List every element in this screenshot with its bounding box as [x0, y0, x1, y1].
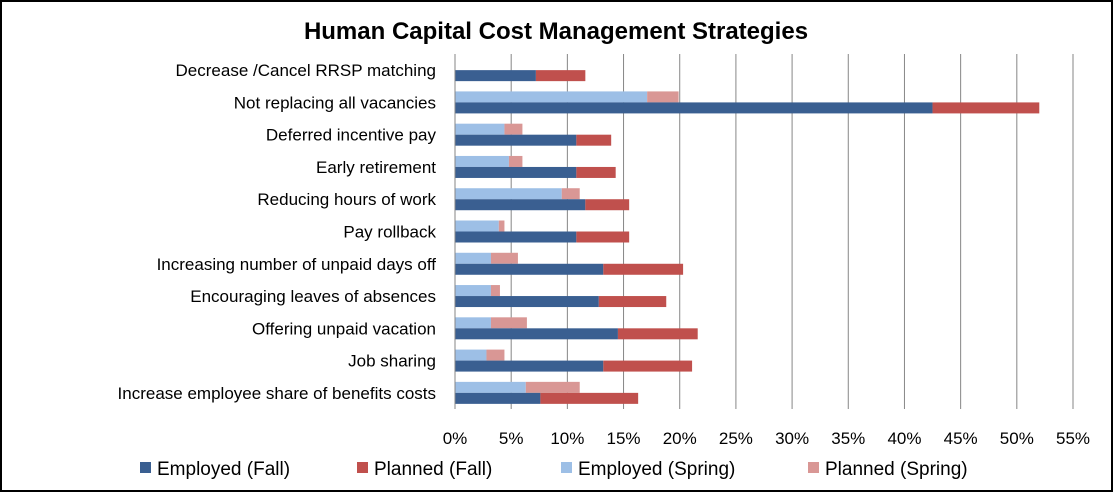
category-labels: Decrease /Cancel RRSP matching Not replac… [118, 61, 437, 403]
bar [455, 317, 491, 329]
bar [508, 155, 523, 167]
x-tick-label: 55% [1056, 429, 1090, 448]
x-tick-label: 10% [550, 429, 584, 448]
bar [455, 220, 499, 232]
bar [932, 102, 1040, 114]
bar [455, 381, 526, 393]
bar [455, 102, 933, 114]
legend-label: Employed (Spring) [578, 459, 735, 480]
bar [455, 252, 491, 264]
x-tick-label: 20% [663, 429, 697, 448]
legend-label: Planned (Spring) [825, 459, 968, 480]
category-label: Offering unpaid vacation [252, 319, 436, 338]
bar [498, 220, 505, 232]
bars [455, 70, 1040, 404]
bar [455, 199, 586, 211]
category-label: Not replacing all vacancies [234, 93, 436, 112]
category-label: Early retirement [316, 158, 436, 177]
bar [455, 166, 577, 178]
bar [598, 296, 667, 308]
category-label: Increase employee share of benefits cost… [118, 384, 436, 403]
bar [540, 392, 639, 404]
legend-swatch [140, 462, 151, 473]
bar [490, 317, 527, 329]
legend-swatch [808, 462, 819, 473]
bar [486, 349, 505, 361]
bar [455, 328, 618, 340]
bar [576, 134, 612, 146]
x-tick-label: 15% [607, 429, 641, 448]
bar [455, 296, 599, 308]
bar [490, 285, 500, 297]
chart-title: Human Capital Cost Management Strategies [304, 18, 808, 45]
bar [455, 91, 648, 103]
bar [585, 199, 630, 211]
bar [455, 155, 509, 167]
category-label: Reducing hours of work [257, 190, 436, 209]
bar [504, 123, 523, 135]
legend: Employed (Fall) Planned (Fall) Employed (S… [140, 459, 968, 480]
bar [617, 328, 698, 340]
x-tick-label: 45% [944, 429, 978, 448]
bar [647, 91, 679, 103]
bar [455, 360, 604, 372]
bar [455, 392, 541, 404]
bar [455, 285, 491, 297]
bar [455, 188, 562, 200]
x-tick-label: 40% [887, 429, 921, 448]
bar [535, 70, 586, 82]
bar [455, 70, 536, 82]
bar [576, 166, 616, 178]
bar [576, 231, 630, 243]
legend-label: Planned (Fall) [374, 459, 492, 480]
bar [603, 263, 684, 275]
bar [455, 123, 505, 135]
x-tick-label: 0% [443, 429, 468, 448]
category-label: Increasing number of unpaid days off [157, 255, 437, 274]
x-tick-label: 25% [719, 429, 753, 448]
category-label: Encouraging leaves of absences [190, 287, 436, 306]
legend-swatch [357, 462, 368, 473]
bar [561, 188, 580, 200]
category-label: Job sharing [348, 352, 436, 371]
bar [490, 252, 518, 264]
category-label: Deferred incentive pay [266, 126, 437, 145]
bar [603, 360, 693, 372]
bar [455, 231, 577, 243]
x-tick-label: 5% [499, 429, 524, 448]
bar [455, 263, 604, 275]
category-label: Decrease /Cancel RRSP matching [176, 61, 436, 80]
legend-label: Employed (Fall) [157, 459, 290, 480]
tick-labels: 0% 5% 10% 15% 20% 25% 30% 35% 40% 45% 50% 55% [443, 429, 1090, 448]
x-tick-label: 50% [1000, 429, 1034, 448]
category-label: Pay rollback [343, 223, 436, 242]
bar [455, 134, 577, 146]
x-tick-label: 30% [775, 429, 809, 448]
legend-swatch [561, 462, 572, 473]
bar [455, 349, 487, 361]
bar [525, 381, 580, 393]
x-tick-label: 35% [831, 429, 865, 448]
